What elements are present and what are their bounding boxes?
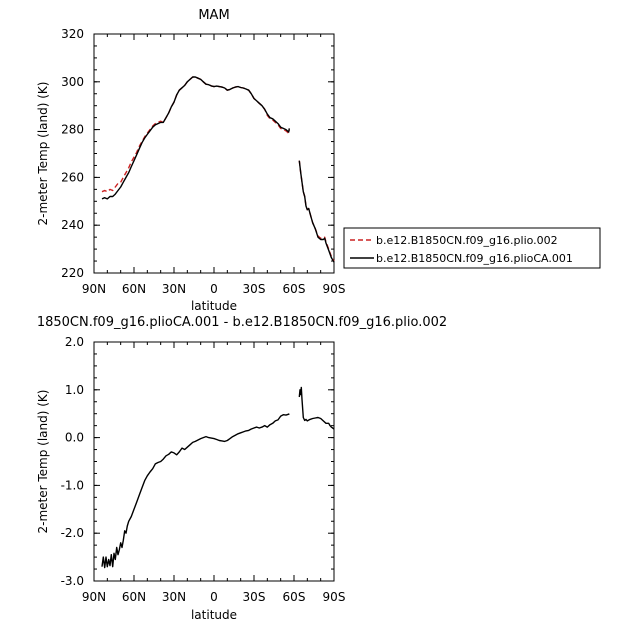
y-tick-label: -2.0 bbox=[61, 526, 84, 540]
x-tick-label: 60S bbox=[283, 282, 306, 296]
x-tick-label: 60N bbox=[122, 590, 146, 604]
plot-frame-1 bbox=[93, 341, 335, 582]
y-axis-label: 2-meter Temp (land) (K) bbox=[36, 390, 50, 534]
x-axis-label: latitude bbox=[191, 608, 237, 622]
series-0 bbox=[101, 76, 335, 262]
y-tick-label: -3.0 bbox=[61, 574, 84, 588]
y-tick-label: 240 bbox=[61, 218, 84, 232]
legend-label-0: b.e12.B1850CN.f09_g16.plio.002 bbox=[376, 234, 558, 247]
legend-box bbox=[343, 227, 601, 269]
x-axis-label: latitude bbox=[191, 299, 237, 313]
y-tick-label: 220 bbox=[61, 266, 84, 280]
x-tick-label: 30S bbox=[243, 282, 266, 296]
y-tick-label: 0.0 bbox=[65, 431, 84, 445]
series-line bbox=[101, 76, 290, 200]
x-tick-label: 0 bbox=[210, 282, 218, 296]
y-tick-label: 260 bbox=[61, 170, 84, 184]
legend-label-1: b.e12.B1850CN.f09_g16.plioCA.001 bbox=[376, 252, 573, 265]
series-1 bbox=[101, 76, 335, 263]
chart-title: MAM bbox=[198, 8, 229, 23]
y-tick-label: 320 bbox=[61, 27, 84, 41]
series-line bbox=[101, 76, 290, 193]
series-line bbox=[298, 160, 335, 262]
y-tick-label: 300 bbox=[61, 75, 84, 89]
y-axis-label: 2-meter Temp (land) (K) bbox=[36, 82, 50, 226]
x-tick-label: 60N bbox=[122, 282, 146, 296]
series-line bbox=[298, 160, 335, 263]
y-tick-label: -1.0 bbox=[61, 478, 84, 492]
y-tick-label: 2.0 bbox=[65, 335, 84, 349]
x-tick-label: 0 bbox=[210, 590, 218, 604]
y-tick-label: 1.0 bbox=[65, 383, 84, 397]
series-line bbox=[101, 413, 290, 569]
series-line bbox=[298, 386, 335, 430]
plot-frame-0 bbox=[93, 33, 335, 274]
x-tick-label: 90N bbox=[82, 282, 106, 296]
y-tick-label: 280 bbox=[61, 123, 84, 137]
x-tick-label: 90S bbox=[323, 282, 346, 296]
x-tick-label: 30N bbox=[162, 282, 186, 296]
x-tick-label: 30S bbox=[243, 590, 266, 604]
x-tick-label: 60S bbox=[283, 590, 306, 604]
chart-title: 1850CN.f09_g16.plioCA.001 - b.e12.B1850C… bbox=[37, 315, 447, 330]
x-tick-label: 30N bbox=[162, 590, 186, 604]
x-tick-label: 90N bbox=[82, 590, 106, 604]
x-tick-label: 90S bbox=[323, 590, 346, 604]
series-0 bbox=[101, 386, 335, 569]
